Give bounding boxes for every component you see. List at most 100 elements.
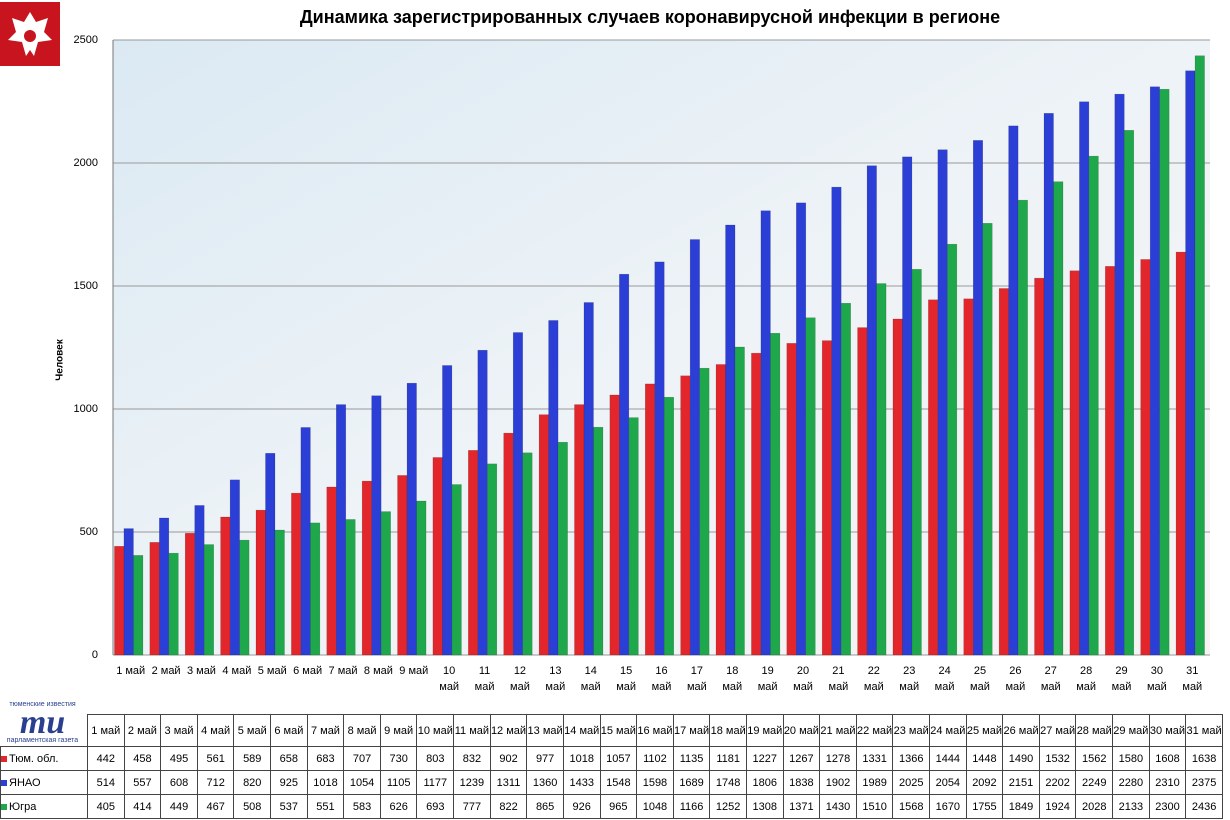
logo-mark: ти bbox=[19, 703, 66, 741]
table-header-cell: 24 май bbox=[929, 714, 967, 747]
table-cell: 2151 bbox=[1002, 770, 1040, 795]
legend-swatch bbox=[1, 779, 7, 786]
x-tick-label: 5 май bbox=[257, 665, 287, 677]
table-cell: 1177 bbox=[416, 770, 455, 795]
table-cell: 1448 bbox=[965, 746, 1004, 771]
table-cell: 1806 bbox=[745, 770, 784, 795]
table-cell: 1018 bbox=[562, 746, 601, 771]
table-cell: 2202 bbox=[1038, 770, 1077, 795]
table-header-cell: 23 май bbox=[892, 714, 931, 747]
table-header-cell: 11 май bbox=[453, 714, 491, 747]
table-cell: 2375 bbox=[1185, 770, 1223, 795]
table-cell: 2280 bbox=[1112, 770, 1150, 795]
table-header-cell: 15 май bbox=[599, 714, 638, 747]
bar bbox=[963, 298, 974, 656]
table-cell: 608 bbox=[160, 770, 198, 795]
bar bbox=[548, 320, 559, 656]
bar bbox=[805, 317, 816, 656]
bar bbox=[840, 302, 851, 656]
table-cell: 414 bbox=[123, 794, 162, 819]
table-cell: 405 bbox=[87, 794, 125, 819]
bar bbox=[911, 269, 922, 656]
table-cell: 2310 bbox=[1148, 770, 1187, 795]
bar bbox=[345, 519, 356, 656]
table-cell: 1311 bbox=[489, 770, 528, 795]
legend-label: ЯНАО bbox=[9, 776, 41, 789]
bar bbox=[1175, 251, 1186, 656]
bar bbox=[1053, 181, 1064, 656]
bar bbox=[1034, 277, 1045, 656]
table-cell: 458 bbox=[123, 746, 162, 771]
table-cell: 865 bbox=[526, 794, 564, 819]
bar bbox=[982, 223, 993, 656]
x-tick-label: 4 май bbox=[222, 665, 252, 677]
table-cell: 925 bbox=[270, 770, 308, 795]
table-cell: 1689 bbox=[672, 770, 711, 795]
table-cell: 1239 bbox=[453, 770, 491, 795]
table-header-cell: 26 май bbox=[1002, 714, 1040, 747]
table-cell: 902 bbox=[489, 746, 528, 771]
chart: Динамика зарегистрированных случаев коро… bbox=[0, 2, 1210, 661]
bar bbox=[947, 243, 958, 656]
bar bbox=[664, 396, 674, 656]
table-cell: 926 bbox=[562, 794, 601, 819]
table-cell: 442 bbox=[87, 746, 125, 771]
x-tick-label: 7 май bbox=[328, 665, 358, 677]
table-cell: 626 bbox=[379, 794, 418, 819]
table-cell: 537 bbox=[270, 794, 308, 819]
table-cell: 1105 bbox=[379, 770, 418, 795]
table-cell: 1054 bbox=[343, 770, 381, 795]
legend-cell: ЯНАО bbox=[0, 770, 88, 795]
x-tick-label: 20 май bbox=[793, 665, 813, 693]
bar bbox=[274, 529, 285, 656]
table-row: Тюм. обл. 442 458 495 561 589 658 683 707 730 803 8… bbox=[0, 746, 1223, 771]
table-cell: 1532 bbox=[1038, 746, 1077, 771]
bar bbox=[574, 404, 585, 656]
bar bbox=[928, 299, 939, 656]
bar bbox=[1088, 155, 1099, 656]
table-cell: 2028 bbox=[1075, 794, 1114, 819]
x-tick-label: 3 май bbox=[186, 665, 216, 677]
x-tick-label: 28 май bbox=[1076, 665, 1097, 693]
x-tick-label: 26 май bbox=[1005, 665, 1026, 693]
bar bbox=[291, 492, 302, 656]
bar bbox=[557, 441, 568, 656]
table-row: Югра 405 414 449 467 508 537 551 583 626 693 777 822… bbox=[0, 794, 1223, 819]
bar bbox=[168, 552, 179, 656]
table-header-cell: 1 май bbox=[87, 714, 125, 747]
table-cell: 449 bbox=[160, 794, 198, 819]
table-cell: 1018 bbox=[306, 770, 345, 795]
bar bbox=[1149, 86, 1160, 656]
table-header-cell: 8 май bbox=[343, 714, 381, 747]
x-tick-label: 23 май bbox=[899, 665, 920, 693]
x-tick-label: 13 май bbox=[545, 665, 566, 693]
y-tick-label: 2000 bbox=[74, 157, 98, 169]
table-cell: 1548 bbox=[599, 770, 638, 795]
table-cell: 1638 bbox=[1185, 746, 1223, 771]
table-header-cell: 25 май bbox=[965, 714, 1004, 747]
bar bbox=[114, 546, 125, 656]
bar bbox=[1008, 125, 1019, 656]
table-cell: 1227 bbox=[745, 746, 784, 771]
table-cell: 683 bbox=[306, 746, 345, 771]
table-cell: 777 bbox=[453, 794, 491, 819]
table-header-cell: 9 май bbox=[379, 714, 418, 747]
table-cell: 693 bbox=[416, 794, 455, 819]
logo-cell: тюменские известия ти парламентская газета bbox=[1, 701, 88, 747]
table-header-cell: 12 май bbox=[489, 714, 528, 747]
table-header-cell: 10 май bbox=[416, 714, 455, 747]
bar bbox=[715, 364, 726, 656]
table-cell: 1102 bbox=[636, 746, 674, 771]
x-tick-label: 30 май bbox=[1146, 665, 1167, 693]
x-tick-label: 25 май bbox=[970, 665, 990, 693]
table-cell: 832 bbox=[453, 746, 491, 771]
bar bbox=[522, 452, 533, 656]
bar bbox=[821, 340, 832, 656]
bar bbox=[371, 395, 382, 656]
table-cell: 1608 bbox=[1148, 746, 1187, 771]
legend-cell: Югра bbox=[0, 794, 88, 819]
x-tick-label: 17 май bbox=[686, 665, 707, 693]
bar bbox=[203, 544, 214, 656]
bar bbox=[751, 352, 762, 656]
table-header-cell: 6 май bbox=[270, 714, 308, 747]
